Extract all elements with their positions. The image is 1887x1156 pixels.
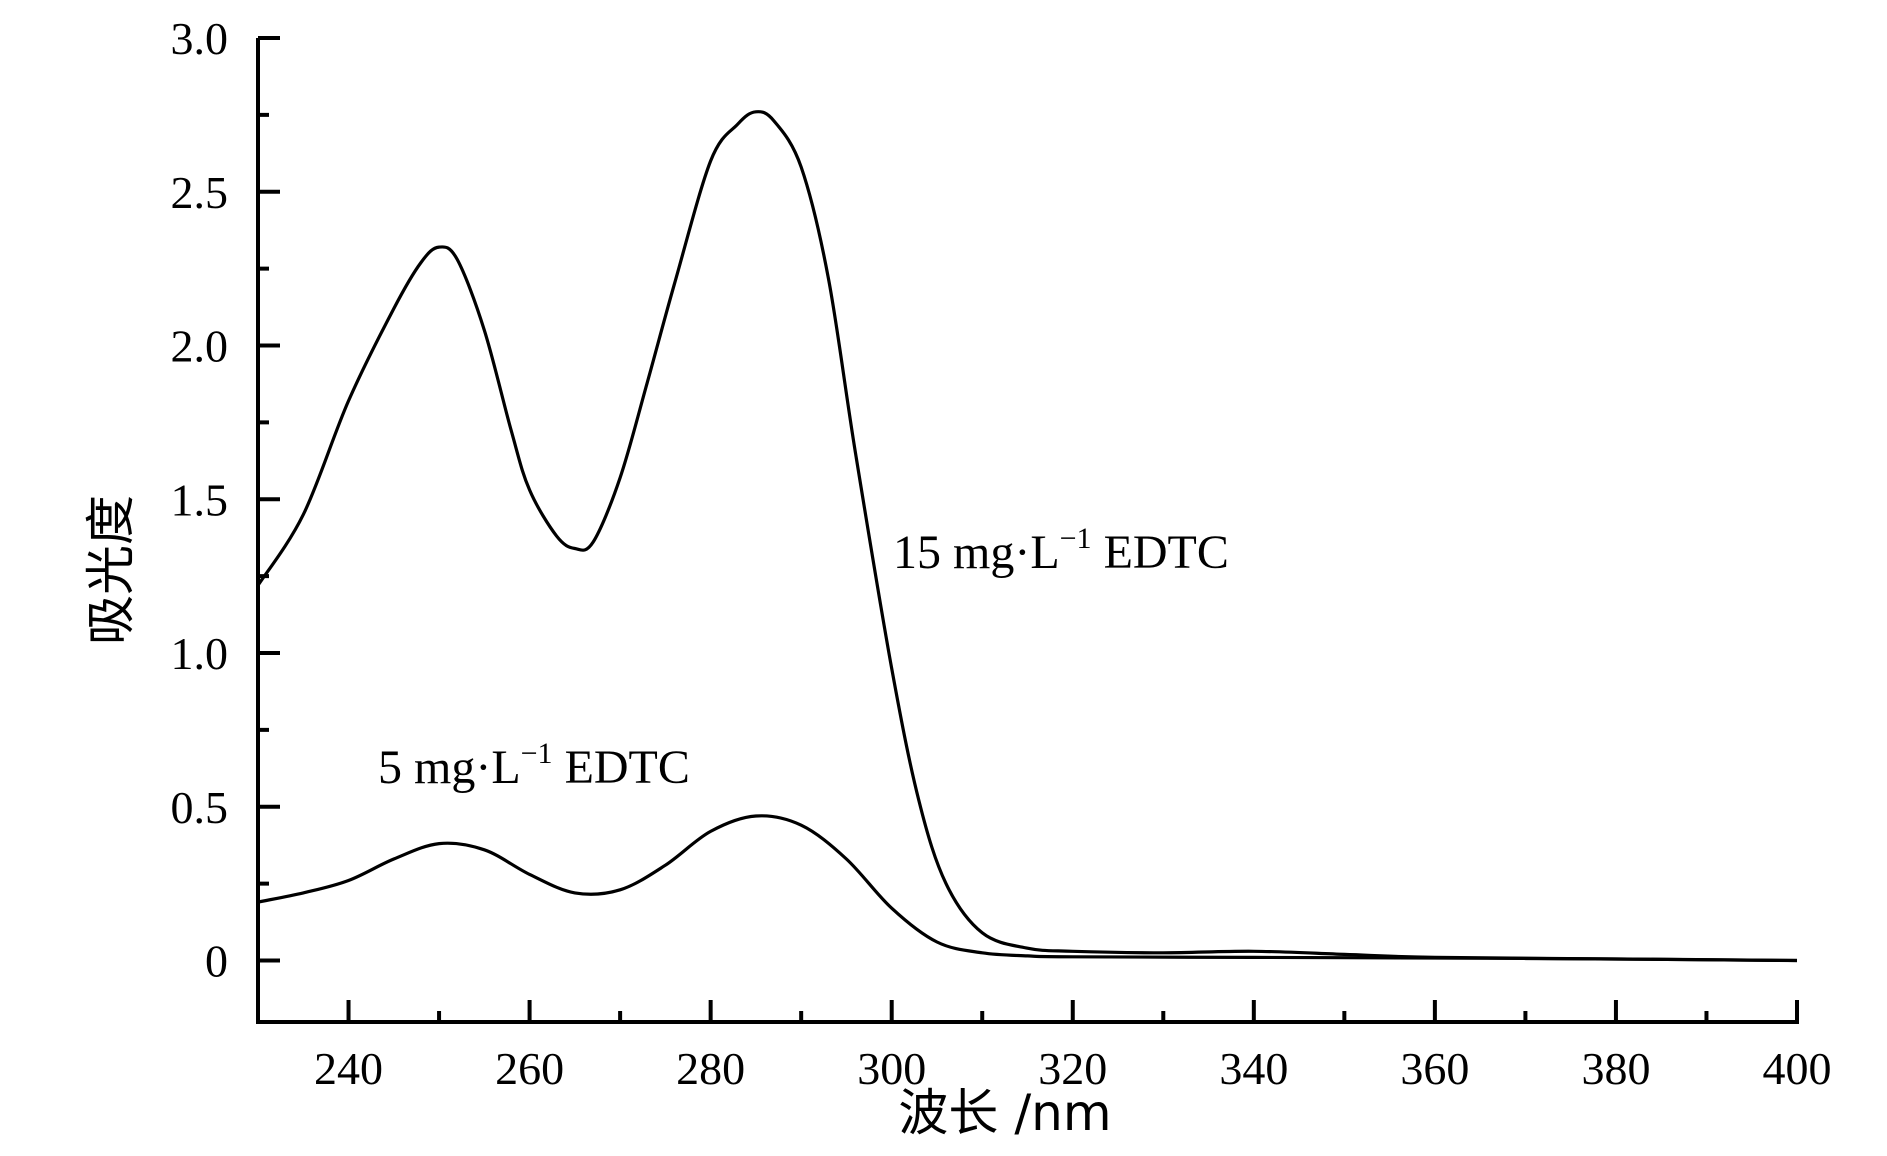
y-tick-label: 2.0 — [171, 321, 229, 372]
series-layer — [256, 110, 1798, 963]
x-axis-title: 波长 /nm — [898, 1084, 1111, 1142]
y-tick-label: 3.0 — [171, 13, 229, 64]
ticks: 0 0.5 1.0 1.5 2.0 2.5 3.0 240 260 280 300 320 340 360… — [171, 13, 1832, 1094]
y-tick-label: 1.5 — [171, 474, 229, 525]
y-tick-label: 1.0 — [171, 628, 229, 679]
x-tick-label: 240 — [314, 1043, 383, 1094]
y-axis-title: 吸光度 — [82, 495, 140, 645]
x-tick-label: 260 — [495, 1043, 564, 1094]
x-tick-label: 320 — [1038, 1043, 1107, 1094]
x-tick-label: 340 — [1219, 1043, 1288, 1094]
series-line-1 — [257, 814, 1798, 963]
x-tick-label: 300 — [857, 1043, 926, 1094]
series-line-0 — [256, 110, 1798, 963]
x-tick-label: 400 — [1763, 1043, 1832, 1094]
x-tick-label: 280 — [676, 1043, 745, 1094]
x-tick-label: 380 — [1581, 1043, 1650, 1094]
y-tick-label: 0.5 — [171, 782, 229, 833]
series-label-5: 5 mg·L−1 EDTC — [378, 737, 690, 794]
x-tick-label: 360 — [1400, 1043, 1469, 1094]
y-tick-label: 0 — [205, 936, 228, 987]
y-tick-label: 2.5 — [171, 167, 229, 218]
series-label-15: 15 mg·L−1 EDTC — [893, 522, 1229, 579]
